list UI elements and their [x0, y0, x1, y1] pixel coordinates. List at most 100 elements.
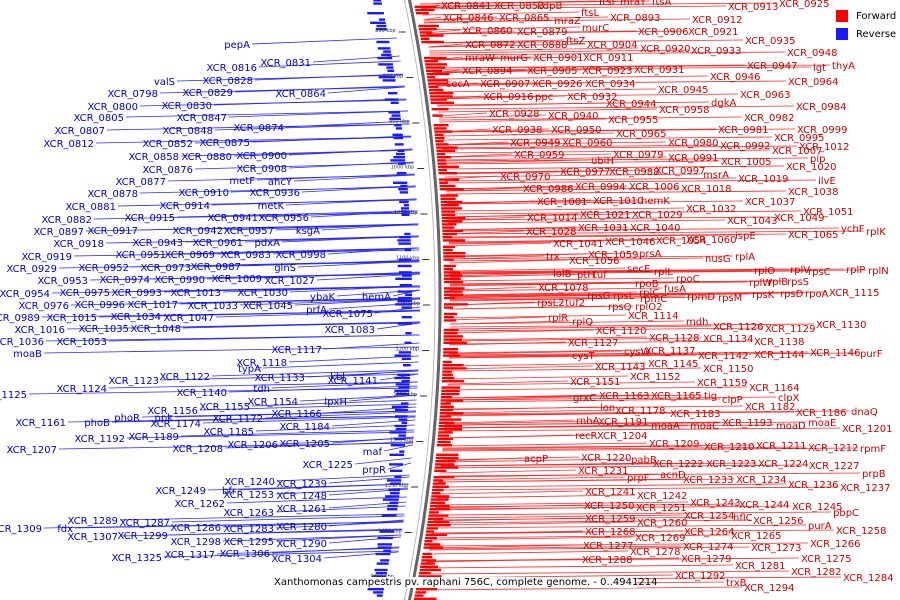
forward-gene-label: XCR_1264	[684, 527, 735, 538]
forward-gene	[443, 338, 462, 341]
forward-gene	[425, 63, 448, 66]
leader-line	[441, 456, 580, 461]
reverse-gene-label: prpR	[362, 465, 386, 476]
leader-line	[436, 494, 636, 499]
leader-line	[449, 287, 663, 292]
leader-line	[180, 429, 415, 437]
leader-line	[444, 165, 785, 170]
reverse-gene-label: XCR_0954	[0, 289, 50, 300]
forward-gene-label: XCR_1183	[670, 409, 721, 420]
reverse-gene-label: XCR_0798	[107, 89, 158, 100]
leader-line	[447, 386, 748, 391]
reverse-gene	[394, 354, 411, 357]
reverse-gene	[383, 549, 391, 552]
leader-line	[251, 37, 397, 45]
reverse-gene	[396, 152, 405, 156]
legend-reverse: Reverse	[836, 25, 896, 43]
forward-gene	[443, 277, 461, 280]
leader-line	[448, 239, 655, 244]
reverse-gene	[401, 380, 410, 383]
forward-gene	[414, 597, 437, 600]
reverse-gene	[399, 236, 411, 239]
reverse-gene-label: XCR_1208	[172, 444, 223, 455]
leader-line	[424, 570, 790, 575]
leader-line	[447, 380, 569, 385]
reverse-gene-label: XCR_1262	[174, 499, 225, 510]
forward-gene-label: XCR_0879	[517, 27, 568, 38]
leader-line	[432, 521, 636, 526]
forward-gene-label: murG	[500, 53, 528, 64]
forward-gene-label: acpP	[524, 454, 548, 465]
leader-line	[259, 210, 418, 218]
reverse-gene-label: XCR_1118	[236, 358, 287, 369]
reverse-gene-label: XCR_0990	[154, 275, 205, 286]
leader-line	[167, 174, 415, 182]
label-connectors	[28, 0, 867, 591]
leader-line	[428, 545, 682, 550]
forward-gene	[426, 72, 450, 76]
leader-line	[213, 98, 407, 106]
leader-line	[182, 321, 420, 329]
reverse-gene-label: XCR_1125	[0, 390, 27, 401]
forward-gene	[439, 178, 460, 181]
forward-gene-label: mraW	[465, 53, 495, 64]
reverse-gene	[397, 373, 411, 376]
forward-gene	[436, 149, 456, 152]
leader-line	[442, 149, 771, 154]
reverse-gene-label: XCR_0951	[115, 250, 166, 261]
forward-gene-label: msrA	[703, 170, 729, 181]
forward-gene-label: XCR_1152	[630, 372, 681, 383]
forward-gene-label: prpF	[627, 473, 650, 484]
forward-gene-label: XCR_1254	[684, 511, 735, 522]
forward-gene	[442, 226, 455, 229]
leader-line	[441, 136, 773, 141]
reverse-gene-label: XCR_1295	[223, 537, 274, 548]
forward-gene-label: XCR_1114	[628, 311, 679, 322]
reverse-gene-label: XCR_0910	[178, 188, 229, 199]
reverse-gene-label: maf	[363, 447, 383, 458]
leader-line	[443, 153, 612, 158]
reverse-gene-label: XCR_0847	[176, 113, 227, 124]
leader-line	[446, 398, 721, 403]
reverse-gene	[397, 290, 412, 293]
reverse-gene	[376, 24, 387, 28]
forward-gene-label: XCR_0872	[465, 40, 516, 51]
leader-line	[230, 185, 416, 193]
leader-line	[444, 421, 807, 426]
reverse-gene	[398, 418, 408, 421]
reverse-gene	[396, 172, 407, 175]
reverse-gene-label: XCR_1207	[6, 445, 57, 456]
forward-gene-label: XCR_1019	[738, 174, 789, 185]
leader-line	[430, 534, 730, 539]
reverse-gene	[389, 117, 401, 120]
reverse-gene	[399, 284, 412, 287]
leader-line	[108, 381, 418, 389]
reverse-gene	[381, 53, 392, 56]
leader-line	[169, 528, 403, 536]
forward-gene	[440, 396, 453, 399]
forward-gene-label: XCR_1056	[569, 256, 620, 267]
forward-gene-label: rpmC	[640, 294, 667, 305]
forward-gene	[424, 543, 441, 546]
forward-gene-label: XCR_1186	[796, 408, 847, 419]
reverse-gene	[377, 56, 393, 60]
forward-gene-label: rpsM	[718, 293, 742, 304]
forward-gene-label: XCR_0905	[527, 66, 578, 77]
reverse-gene	[403, 204, 409, 207]
reverse-gene-label: lpxH	[324, 397, 347, 408]
reverse-gene-label: XCR_1047	[163, 313, 214, 324]
forward-gene	[434, 130, 453, 133]
leader-line	[176, 210, 418, 218]
forward-gene-label: XCR_1260	[637, 518, 688, 529]
forward-gene	[419, 28, 437, 31]
reverse-gene-label: XCR_1048	[130, 324, 181, 335]
forward-gene-label: mdh	[686, 317, 708, 328]
forward-gene	[435, 463, 455, 466]
leader-line	[448, 242, 552, 247]
forward-gene-label: XCR_1145	[648, 359, 699, 370]
forward-gene-label: prpB	[862, 469, 886, 480]
forward-gene	[423, 546, 444, 549]
reverse-gene	[397, 322, 412, 325]
forward-gene-label: moaC	[690, 421, 719, 432]
reverse-gene-label: XCR_0864	[275, 89, 326, 100]
